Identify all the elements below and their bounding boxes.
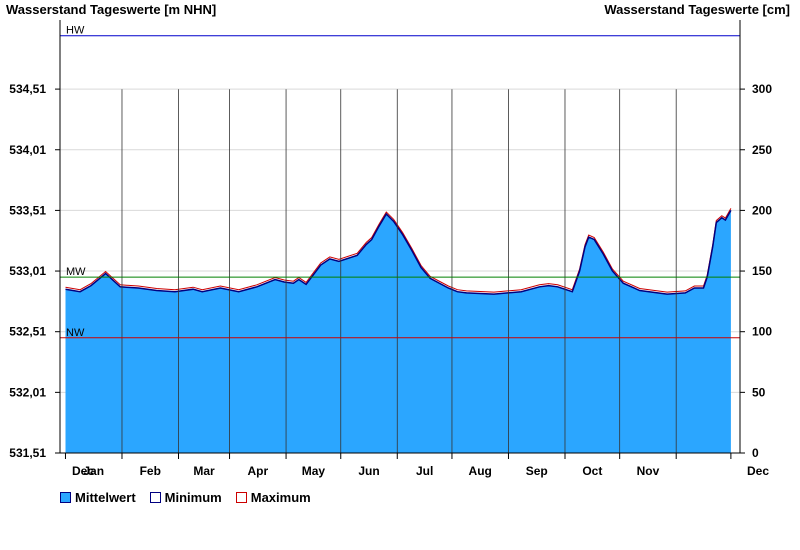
x-tick-label-dec: Dec <box>72 464 94 478</box>
x-tick-label-jul: Jul <box>416 464 433 478</box>
legend: Mittelwert Minimum Maximum <box>60 490 311 505</box>
x-tick-label-may: May <box>302 464 326 478</box>
right-axis-ticks: 0 50 100 150 200 250 300 <box>740 82 772 460</box>
legend-swatch-minimum <box>149 492 161 503</box>
reference-label-mw: MW <box>66 266 86 278</box>
legend-label-maximum: Maximum <box>250 490 311 505</box>
left-tick-label: 533,51 <box>9 203 46 217</box>
legend-swatch-maximum <box>235 492 247 503</box>
right-tick-label: 0 <box>752 446 759 460</box>
legend-item-minimum: Minimum <box>149 490 222 505</box>
x-tick-label-oct: Oct <box>582 464 602 478</box>
right-tick-label: 200 <box>752 203 772 217</box>
right-tick-label: 100 <box>752 325 772 339</box>
reference-label-hw: HW <box>66 25 85 37</box>
x-tick-label-aug: Aug <box>469 464 492 478</box>
x-tick-label-jan: Jan <box>83 464 104 478</box>
left-tick-label: 534,01 <box>9 143 46 157</box>
legend-label-minimum: Minimum <box>164 490 222 505</box>
x-tick-label-sep: Sep <box>526 464 548 478</box>
x-tick-label-mar: Mar <box>193 464 215 478</box>
left-tick-label: 531,51 <box>9 446 46 460</box>
month-separators <box>121 89 677 453</box>
x-tick-label-nov: Nov <box>637 464 660 478</box>
left-tick-label: 533,01 <box>9 264 46 278</box>
maximum-line <box>65 208 732 293</box>
legend-item-maximum: Maximum <box>235 490 311 505</box>
x-tick-label-apr: Apr <box>247 464 268 478</box>
right-tick-label: 150 <box>752 264 772 278</box>
x-tick-label-jun: Jun <box>358 464 379 478</box>
x-tick-label-dec: Dec <box>747 464 769 478</box>
left-tick-label: 532,51 <box>9 325 46 339</box>
x-tick-label-feb: Feb <box>140 464 161 478</box>
right-tick-label: 300 <box>752 82 772 96</box>
left-axis-title: Wasserstand Tageswerte [m NHN] <box>6 2 217 17</box>
right-tick-label: 250 <box>752 143 772 157</box>
left-tick-label: 534,51 <box>9 82 46 96</box>
minimum-line <box>65 210 732 295</box>
legend-label-mittelwert: Mittelwert <box>75 490 136 505</box>
mittelwert-area <box>65 210 731 453</box>
reference-label-nw: NW <box>66 327 85 339</box>
legend-item-mittelwert: Mittelwert <box>60 490 136 505</box>
right-axis-title: Wasserstand Tageswerte [cm] <box>604 2 790 17</box>
left-axis-ticks: 531,51 532,01 532,51 533,01 533,51 534,01 534,… <box>9 82 60 460</box>
legend-swatch-mittelwert <box>60 492 71 503</box>
left-tick-label: 532,01 <box>9 385 46 399</box>
right-tick-label: 50 <box>752 385 766 399</box>
reference-lines: HW MW NW <box>60 25 740 339</box>
